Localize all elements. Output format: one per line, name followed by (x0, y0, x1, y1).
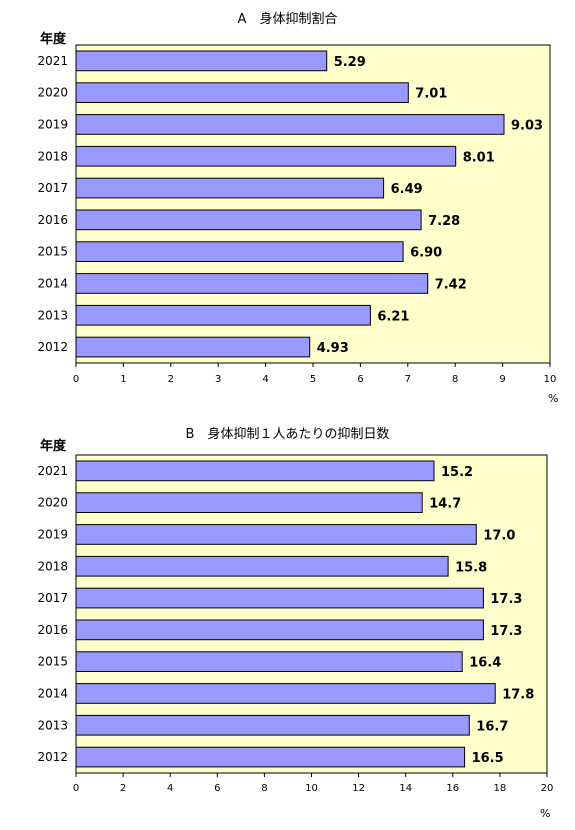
value-label: 5.29 (334, 55, 366, 70)
bar (75, 209, 422, 231)
category-label: 2014 (37, 277, 68, 291)
category-label: 2018 (37, 149, 68, 163)
value-label: 7.42 (435, 278, 467, 293)
x-tick-label: 2 (168, 374, 174, 385)
category-label: 2021 (37, 464, 68, 478)
x-tick-label: 14 (399, 783, 412, 794)
bar (75, 524, 477, 545)
category-label: 2021 (37, 54, 68, 68)
bar (75, 651, 463, 673)
category-label: 2016 (37, 213, 68, 227)
value-label: 4.93 (317, 341, 349, 356)
category-label: 2018 (37, 559, 68, 573)
category-label: 2019 (37, 118, 68, 132)
chart-b: B 身体抑制１人あたりの抑制日数 年度 2021 15.2 2020 14.7 2019… (0, 415, 575, 830)
x-tick-label: 4 (262, 374, 268, 385)
category-label: 2012 (37, 340, 68, 354)
bar (75, 460, 435, 482)
x-tick-label: 2 (120, 783, 126, 794)
x-tick-label: 8 (452, 374, 458, 385)
x-tick-label: 6 (214, 783, 220, 794)
bar (75, 714, 470, 736)
x-tick-label: 8 (261, 783, 267, 794)
bar (75, 177, 385, 199)
bar (75, 145, 457, 167)
x-tick-label: 1 (120, 374, 126, 385)
category-label: 2016 (37, 623, 68, 637)
category-label: 2012 (37, 750, 68, 764)
category-label: 2019 (37, 528, 68, 542)
category-label: 2020 (37, 86, 68, 100)
x-tick-label: 10 (544, 374, 557, 385)
x-tick-label: 9 (499, 374, 505, 385)
value-label: 16.7 (476, 719, 508, 734)
value-label: 7.28 (428, 214, 460, 229)
category-label: 2013 (37, 308, 68, 322)
bar (75, 114, 505, 135)
value-label: 16.5 (472, 751, 504, 766)
value-label: 8.01 (463, 150, 495, 165)
category-label: 2017 (37, 591, 68, 605)
bar (75, 555, 449, 577)
x-axis-unit: % (548, 392, 559, 405)
bar (75, 746, 466, 768)
x-tick-label: 4 (167, 783, 173, 794)
chart-a: A 身体抑制割合 年度 2021 5.29 2020 7.01 2019 9.03 2018… (0, 0, 575, 410)
bar (75, 82, 409, 104)
bar (75, 241, 404, 263)
x-tick-label: 0 (73, 374, 79, 385)
bar (75, 304, 371, 326)
value-label: 17.0 (483, 529, 515, 544)
x-tick-label: 7 (405, 374, 411, 385)
value-label: 17.3 (490, 624, 522, 639)
x-tick-label: 6 (357, 374, 363, 385)
category-label: 2014 (37, 687, 68, 701)
bar (75, 273, 429, 294)
value-label: 6.49 (391, 182, 423, 197)
value-label: 9.03 (511, 119, 543, 134)
chart-title: A 身体抑制割合 (237, 12, 338, 27)
value-label: 15.8 (455, 560, 487, 575)
value-label: 17.8 (502, 688, 534, 703)
bar (75, 587, 484, 609)
x-tick-label: 5 (310, 374, 316, 385)
category-header: 年度 (40, 439, 67, 454)
category-label: 2015 (37, 245, 68, 259)
x-axis-unit: % (540, 807, 551, 820)
value-label: 15.2 (441, 465, 473, 480)
value-label: 6.90 (410, 246, 442, 261)
x-tick-label: 10 (305, 783, 318, 794)
x-tick-label: 3 (215, 374, 221, 385)
value-label: 7.01 (415, 87, 447, 102)
category-label: 2015 (37, 655, 68, 669)
value-label: 14.7 (429, 497, 461, 512)
category-label: 2017 (37, 181, 68, 195)
value-label: 6.21 (377, 309, 409, 324)
bar (75, 336, 311, 358)
bar (75, 50, 328, 72)
x-tick-label: 12 (352, 783, 365, 794)
category-label: 2020 (37, 496, 68, 510)
bar (75, 619, 484, 641)
value-label: 16.4 (469, 656, 501, 671)
x-tick-label: 18 (494, 783, 507, 794)
bar (75, 492, 423, 514)
x-tick-label: 0 (73, 783, 79, 794)
chart-title: B 身体抑制１人あたりの抑制日数 (185, 427, 390, 442)
x-tick-label: 16 (446, 783, 459, 794)
bar (75, 683, 496, 704)
category-label: 2013 (37, 718, 68, 732)
category-header: 年度 (40, 32, 67, 47)
value-label: 17.3 (490, 592, 522, 607)
x-tick-label: 20 (541, 783, 554, 794)
